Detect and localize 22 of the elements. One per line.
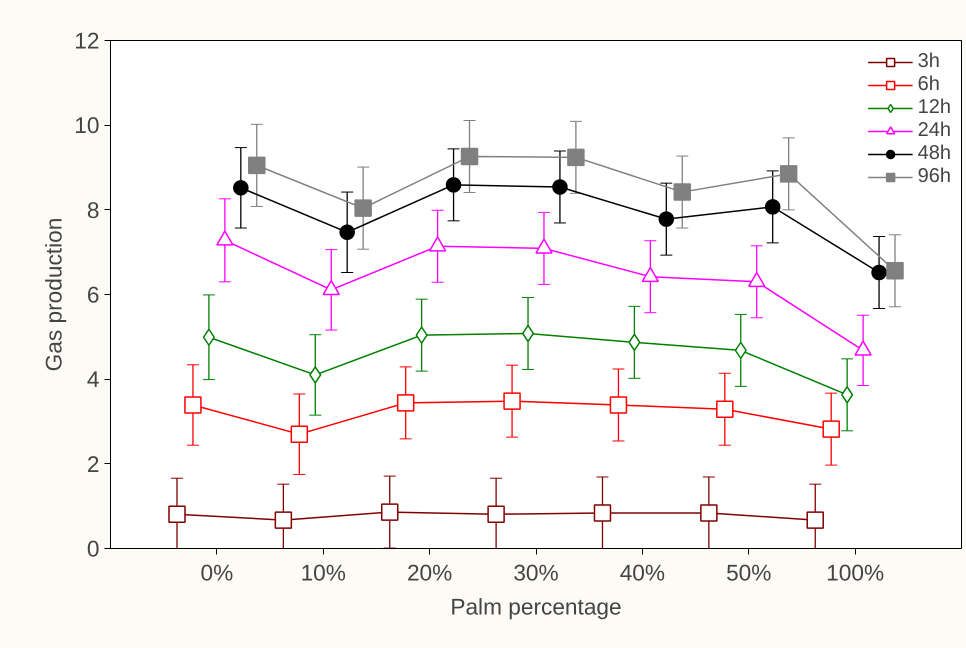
- y-tick-label: 8: [86, 196, 100, 223]
- y-tick-label: 4: [86, 366, 100, 392]
- x-tick-label: 30%: [513, 560, 559, 586]
- legend-label: 6h: [918, 73, 940, 96]
- x-tick-label: 40%: [620, 560, 666, 586]
- y-tick-label: 0: [86, 536, 100, 562]
- legend-label: 3h: [918, 50, 940, 73]
- x-tick-label: 20%: [406, 560, 452, 586]
- legend-label: 48h: [918, 142, 951, 165]
- legend-label: 96h: [918, 165, 951, 188]
- legend-label: 12h: [918, 96, 951, 119]
- y-tick-label: 12: [74, 28, 100, 54]
- x-tick-label: 0%: [200, 560, 234, 586]
- y-axis-title: Gas production: [40, 218, 66, 372]
- y-tick-label: 6: [86, 282, 100, 308]
- x-tick-label: 100%: [826, 560, 884, 586]
- y-tick-label: 2: [86, 450, 100, 477]
- x-tick-label: 50%: [726, 560, 772, 586]
- y-tick-label: 10: [74, 112, 100, 138]
- legend-label: 24h: [918, 119, 951, 142]
- x-tick-label: 10%: [300, 560, 346, 586]
- x-axis-title: Palm percentage: [450, 594, 622, 620]
